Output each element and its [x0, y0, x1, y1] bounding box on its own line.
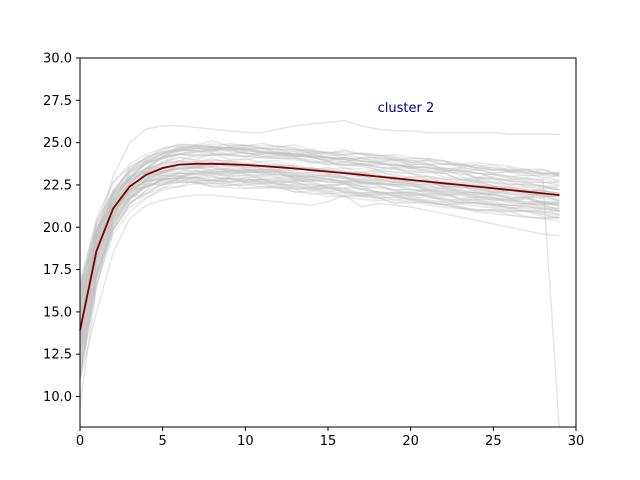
member-curve: [80, 179, 560, 377]
member-curve: [80, 153, 560, 354]
member-curve: [80, 166, 560, 341]
member-curve: [80, 181, 560, 323]
x-tick-label: 10: [237, 434, 254, 449]
member-curve: [80, 162, 560, 379]
member-curve: [80, 166, 560, 312]
member-curve: [80, 152, 560, 315]
y-tick-label: 22.5: [43, 178, 72, 193]
member-curves: [80, 119, 561, 427]
member-curve: [80, 178, 560, 363]
x-tick-label: 25: [485, 434, 502, 449]
x-tick-label: 30: [568, 434, 585, 449]
member-curve: [80, 142, 560, 296]
member-curve: [80, 156, 560, 306]
member-curve: [80, 172, 560, 289]
cluster-mean-series: [79, 162, 560, 331]
member-curve: [80, 145, 561, 427]
member-curve: [80, 170, 560, 302]
member-curve: [80, 146, 560, 308]
member-curve: [80, 181, 560, 290]
member-curve: [80, 145, 560, 287]
member-curve: [80, 145, 560, 329]
member-curve: [80, 147, 560, 317]
x-tick-label: 15: [320, 434, 337, 449]
member-curve: [80, 174, 560, 304]
member-curve: [80, 176, 560, 363]
member-curve: [80, 169, 560, 348]
member-curve: [80, 176, 560, 303]
member-curve: [80, 144, 560, 341]
member-curve: [80, 153, 560, 351]
member-curve: [80, 152, 560, 298]
y-axis-ticks: 10.0 12.5 15.0 17.5 20.0 22.5 25.0 27.5 30.0: [43, 52, 80, 405]
member-curve: [80, 145, 560, 377]
member-curve: [80, 140, 560, 324]
member-curve: [80, 171, 560, 367]
member-curve: [80, 153, 560, 366]
member-curve: [80, 179, 560, 287]
member-curve: [80, 119, 560, 346]
y-tick-label: 17.5: [43, 263, 72, 278]
member-curve: [80, 170, 560, 351]
y-tick-label: 20.0: [43, 221, 72, 236]
plot-frame: [79, 57, 577, 428]
member-curve: [80, 147, 560, 324]
member-curve: [80, 180, 560, 305]
member-curve: [80, 149, 560, 377]
member-curve: [80, 182, 560, 359]
member-curve: [80, 163, 560, 323]
member-curve: [80, 149, 560, 334]
member-curve: [80, 172, 560, 317]
member-curve: [80, 170, 560, 314]
member-curve: [80, 166, 560, 319]
y-tick-label: 30.0: [43, 52, 72, 67]
member-curve: [80, 165, 560, 286]
member-curve: [80, 172, 560, 340]
member-curve: [80, 160, 560, 296]
member-curve: [80, 175, 560, 301]
member-curve: [80, 157, 560, 327]
x-tick-label: 5: [159, 434, 167, 449]
member-curve: [80, 176, 560, 331]
member-curve: [80, 146, 560, 330]
member-curve: [80, 145, 560, 349]
y-tick-label: 27.5: [43, 94, 72, 109]
member-curve: [80, 166, 560, 338]
member-curve: [80, 194, 560, 380]
member-curve: [80, 148, 560, 338]
member-curve: [80, 167, 560, 333]
y-tick-label: 10.0: [43, 390, 72, 405]
x-tick-label: 0: [76, 434, 84, 449]
y-tick-label: 15.0: [43, 305, 72, 320]
cluster-label: cluster 2: [378, 101, 435, 116]
member-curve: [80, 150, 560, 356]
member-curve: [80, 177, 560, 355]
member-curve: [80, 143, 560, 311]
member-curve: [80, 169, 560, 380]
x-tick-label: 20: [402, 434, 419, 449]
x-axis-ticks: 0 5 10 15 20 25 30: [76, 427, 584, 449]
member-curve: [80, 176, 560, 293]
y-tick-label: 12.5: [43, 348, 72, 363]
y-tick-label: 25.0: [43, 136, 72, 151]
mean-line: [79, 162, 560, 331]
